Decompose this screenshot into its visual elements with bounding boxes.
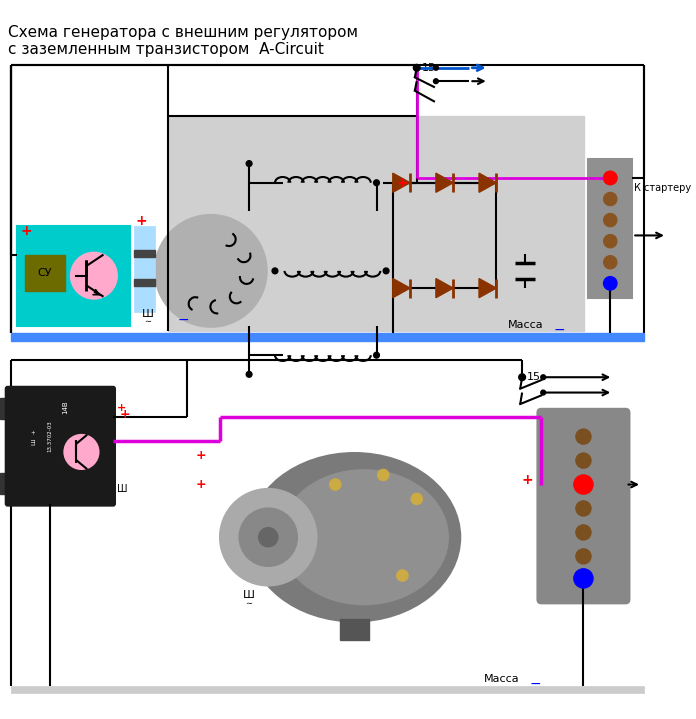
Text: Ш: Ш bbox=[141, 309, 154, 319]
Circle shape bbox=[411, 493, 422, 505]
Text: К стартеру: К стартеру bbox=[634, 183, 691, 193]
Text: +: + bbox=[136, 214, 148, 228]
Circle shape bbox=[576, 501, 591, 516]
Circle shape bbox=[576, 453, 591, 468]
Text: Ш  +: Ш + bbox=[31, 429, 36, 444]
Circle shape bbox=[377, 470, 389, 481]
Circle shape bbox=[576, 549, 591, 564]
Circle shape bbox=[434, 65, 438, 70]
Text: СУ: СУ bbox=[38, 267, 52, 278]
Bar bbox=[134, 226, 155, 312]
Text: −: − bbox=[177, 313, 189, 326]
Circle shape bbox=[576, 525, 591, 540]
Polygon shape bbox=[479, 173, 496, 192]
Text: +: + bbox=[521, 472, 532, 487]
Bar bbox=[0, 398, 10, 419]
Text: +: + bbox=[196, 478, 207, 491]
Circle shape bbox=[155, 215, 267, 326]
FancyBboxPatch shape bbox=[537, 409, 629, 603]
Circle shape bbox=[246, 372, 252, 377]
Text: с заземленным транзистором  A-Circuit: с заземленным транзистором A-Circuit bbox=[8, 42, 324, 57]
Circle shape bbox=[603, 171, 617, 185]
Circle shape bbox=[246, 161, 252, 167]
Text: ∼: ∼ bbox=[144, 317, 151, 326]
Text: −: − bbox=[530, 677, 541, 691]
FancyBboxPatch shape bbox=[6, 387, 115, 505]
Circle shape bbox=[541, 375, 546, 380]
Text: Ш: Ш bbox=[117, 485, 127, 495]
Circle shape bbox=[603, 255, 617, 269]
Circle shape bbox=[574, 569, 593, 588]
Bar bbox=[25, 255, 65, 291]
Circle shape bbox=[330, 479, 341, 490]
Bar bbox=[134, 249, 155, 257]
Bar bbox=[0, 473, 10, 494]
Text: +: + bbox=[397, 175, 408, 190]
Bar bbox=[168, 116, 585, 331]
Circle shape bbox=[603, 214, 617, 226]
Polygon shape bbox=[436, 278, 453, 298]
Text: Масса: Масса bbox=[508, 320, 544, 330]
Circle shape bbox=[603, 171, 617, 185]
Circle shape bbox=[576, 429, 591, 444]
Circle shape bbox=[259, 528, 278, 546]
Text: 15: 15 bbox=[527, 372, 541, 383]
Text: Схема генератора с внешним регулятором: Схема генератора с внешним регулятором bbox=[8, 24, 358, 40]
Bar bbox=[12, 333, 644, 341]
Polygon shape bbox=[393, 278, 410, 298]
Circle shape bbox=[383, 268, 389, 274]
Text: +: + bbox=[119, 408, 130, 421]
Circle shape bbox=[519, 374, 525, 380]
Circle shape bbox=[603, 192, 617, 206]
Polygon shape bbox=[436, 173, 453, 192]
Circle shape bbox=[574, 475, 593, 494]
Ellipse shape bbox=[280, 470, 448, 604]
Text: Ш: Ш bbox=[243, 590, 255, 600]
Circle shape bbox=[64, 435, 99, 470]
Text: 14В: 14В bbox=[63, 400, 69, 414]
Bar bbox=[340, 618, 369, 640]
Text: ∼: ∼ bbox=[246, 598, 253, 608]
Circle shape bbox=[603, 234, 617, 248]
Circle shape bbox=[239, 508, 297, 566]
Circle shape bbox=[374, 352, 379, 358]
Circle shape bbox=[374, 180, 379, 186]
Circle shape bbox=[71, 252, 117, 298]
Polygon shape bbox=[393, 173, 410, 192]
Polygon shape bbox=[479, 278, 496, 298]
Text: 15: 15 bbox=[422, 63, 436, 73]
Bar bbox=[134, 278, 155, 286]
Circle shape bbox=[221, 490, 316, 585]
Text: Масса: Масса bbox=[484, 674, 519, 684]
Circle shape bbox=[434, 79, 438, 83]
Bar bbox=[17, 226, 130, 326]
Circle shape bbox=[576, 477, 591, 493]
Circle shape bbox=[413, 65, 420, 71]
Bar bbox=[12, 686, 644, 693]
Circle shape bbox=[272, 268, 278, 274]
Text: −: − bbox=[554, 324, 565, 337]
Ellipse shape bbox=[249, 454, 460, 621]
Text: +: + bbox=[20, 224, 32, 238]
Text: +: + bbox=[196, 449, 207, 462]
Bar bbox=[588, 159, 632, 298]
Text: 13.3702-03: 13.3702-03 bbox=[47, 421, 52, 452]
Circle shape bbox=[541, 390, 546, 395]
Circle shape bbox=[603, 277, 617, 290]
Circle shape bbox=[397, 569, 408, 581]
Text: +: + bbox=[117, 403, 126, 413]
